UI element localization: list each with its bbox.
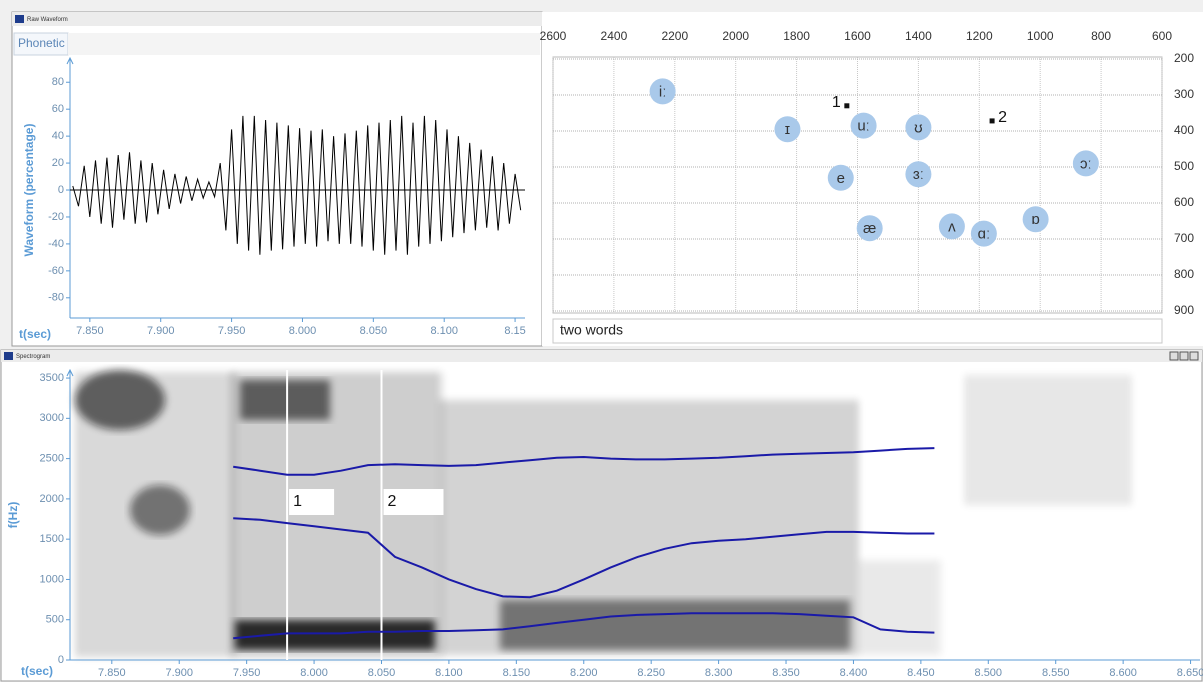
title-bar — [1, 350, 1202, 362]
x-tick-label: 2400 — [601, 29, 628, 43]
x-tick-label: 8.150 — [503, 667, 531, 679]
y-tick-label: 40 — [52, 130, 64, 142]
x-tick-label: 2200 — [661, 29, 688, 43]
caption: two words — [560, 322, 623, 338]
x-tick-label: 8.100 — [430, 325, 458, 337]
y-tick-label: 600 — [1174, 195, 1194, 209]
y-tick-label: 2000 — [40, 493, 64, 505]
x-tick-label: 8.000 — [300, 667, 328, 679]
y-tick-label: 0 — [58, 184, 64, 196]
y-tick-label: -80 — [48, 292, 64, 304]
x-tick-label: 1600 — [844, 29, 871, 43]
tab-strip — [68, 33, 540, 55]
y-tick-label: 20 — [52, 157, 64, 169]
vowel-label: iː — [659, 83, 667, 100]
x-tick-label: 8.050 — [368, 667, 396, 679]
x-tick-label: 7.900 — [147, 325, 175, 337]
y-tick-label: 1500 — [40, 533, 64, 545]
window-icon — [4, 352, 13, 360]
screen: Raw Waveform Phonetic two words Spectrog… — [0, 0, 1203, 682]
x-tick-label: 8.400 — [840, 667, 868, 679]
vowel-label: ɜː — [913, 166, 924, 183]
x-tick-label: 8.650 — [1177, 667, 1203, 679]
x-tick-label: 8.15 — [504, 325, 525, 337]
window-title: Raw Waveform — [27, 17, 68, 23]
maximize-button[interactable] — [1180, 352, 1188, 360]
x-tick-label: 8.350 — [772, 667, 800, 679]
x-tick-label: 8.550 — [1042, 667, 1070, 679]
measurement-marker — [844, 103, 849, 108]
vowel-label: ɪ — [785, 121, 790, 138]
y-tick-label: 3000 — [40, 412, 64, 424]
x-tick-label: 8.100 — [435, 667, 463, 679]
vowel-label: ʊ — [914, 119, 923, 136]
x-tick-label: 1000 — [1027, 29, 1054, 43]
window-icon — [15, 15, 24, 23]
x-tick-label: 7.850 — [76, 325, 104, 337]
x-tick-label: 1200 — [966, 29, 993, 43]
y-tick-label: 60 — [52, 103, 64, 115]
x-tick-label: 7.850 — [98, 667, 126, 679]
y-tick-label: 400 — [1174, 123, 1194, 137]
y-tick-label: 800 — [1174, 267, 1194, 281]
x-tick-label: 8.000 — [289, 325, 317, 337]
cursor-label: 1 — [293, 493, 302, 510]
x-tick-label: 2000 — [722, 29, 749, 43]
x-tick-label: 2600 — [540, 29, 567, 43]
vowel-label: ɔː — [1080, 155, 1092, 172]
minimize-button[interactable] — [1170, 352, 1178, 360]
y-axis-label: Waveform (percentage) — [22, 124, 36, 257]
vowel-label: ɑː — [978, 226, 991, 243]
y-tick-label: 1000 — [40, 573, 64, 585]
x-tick-label: 1800 — [783, 29, 810, 43]
close-button[interactable] — [1190, 352, 1198, 360]
y-tick-label: 300 — [1174, 87, 1194, 101]
x-tick-label: 7.900 — [165, 667, 193, 679]
cursor-label: 2 — [387, 493, 396, 510]
x-tick-label: 7.950 — [218, 325, 246, 337]
waveform-window — [12, 12, 542, 346]
x-tick-label: 8.050 — [360, 325, 388, 337]
caption-box — [553, 319, 1162, 343]
x-tick-label: 8.300 — [705, 667, 733, 679]
x-tick-label: 800 — [1091, 29, 1111, 43]
x-tick-label: 1400 — [905, 29, 932, 43]
x-axis-label: t(sec) — [21, 664, 53, 678]
y-tick-label: 3500 — [40, 372, 64, 384]
window-title: Spectrogram — [16, 354, 50, 360]
x-tick-label: 600 — [1152, 29, 1172, 43]
vowel-label: æ — [863, 220, 876, 237]
y-tick-label: 500 — [1174, 159, 1194, 173]
x-tick-label: 8.600 — [1109, 667, 1137, 679]
y-tick-label: 700 — [1174, 231, 1194, 245]
x-tick-label: 8.250 — [637, 667, 665, 679]
y-tick-label: 200 — [1174, 51, 1194, 65]
y-tick-label: -40 — [48, 238, 64, 250]
y-tick-label: -20 — [48, 211, 64, 223]
vowel-label: uː — [857, 118, 870, 135]
tab-label[interactable]: Phonetic — [18, 36, 65, 50]
measurement-label: 1 — [832, 94, 841, 111]
y-tick-label: 500 — [46, 614, 64, 626]
y-axis-label: f(Hz) — [6, 502, 20, 529]
vowel-label: ʌ — [948, 218, 956, 235]
title-bar — [12, 12, 542, 26]
y-tick-label: 900 — [1174, 303, 1194, 317]
x-tick-label: 7.950 — [233, 667, 261, 679]
vowel-label: e — [837, 170, 845, 187]
x-axis-label: t(sec) — [19, 327, 51, 341]
x-tick-label: 8.200 — [570, 667, 598, 679]
y-tick-label: 80 — [52, 76, 64, 88]
vowel-label: ɒ — [1031, 211, 1039, 228]
y-tick-label: -60 — [48, 265, 64, 277]
y-tick-label: 2500 — [40, 453, 64, 465]
measurement-label: 2 — [998, 109, 1007, 126]
x-tick-label: 8.500 — [975, 667, 1003, 679]
x-tick-label: 8.450 — [907, 667, 935, 679]
measurement-marker — [990, 118, 995, 123]
y-tick-label: 0 — [58, 654, 64, 666]
